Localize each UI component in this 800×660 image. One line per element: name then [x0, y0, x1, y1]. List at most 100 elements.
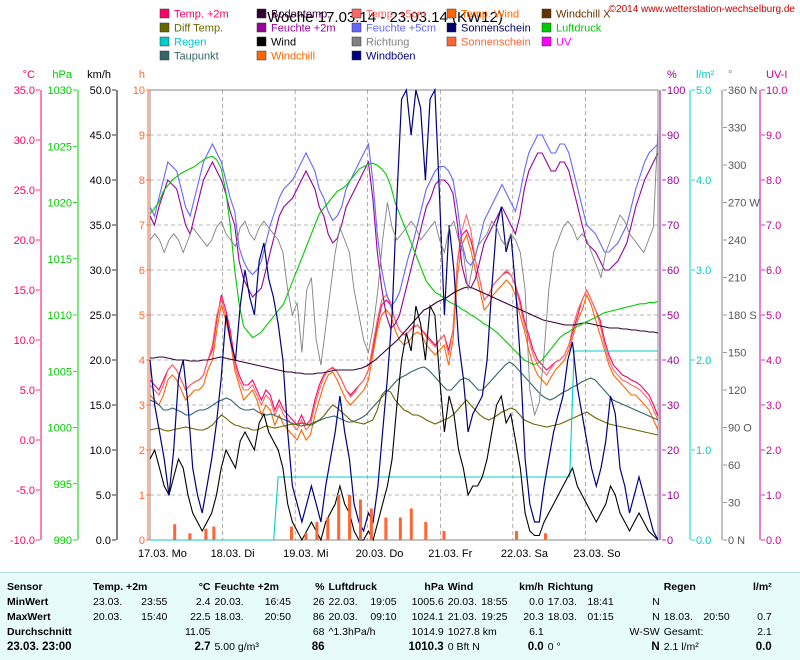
y-tick-label: 100	[667, 85, 685, 97]
x-tick-label: 23.03. So	[573, 548, 620, 560]
legend-label: Taupunkt	[174, 51, 219, 63]
y-tick-label: 25.0	[14, 185, 35, 197]
cell-date: 22.03.	[328, 595, 358, 608]
series-line	[149, 155, 659, 366]
y-tick-label: 0.0	[696, 535, 711, 547]
y-tick-label: 995	[54, 479, 72, 491]
x-tick-label: 20.03. Do	[356, 548, 404, 560]
y-tick-label: 90 O	[728, 423, 752, 435]
cell-time: 18:41	[587, 595, 614, 608]
legend-label: Regen	[174, 37, 206, 49]
legend-label: Feuchte +2m	[271, 23, 336, 35]
axis-unit-label: %	[667, 69, 677, 81]
sunshine-bar	[304, 533, 308, 540]
cell-time: 19:05	[370, 595, 397, 608]
y-tick-label: 1	[139, 490, 145, 502]
y-tick-label: 20.0	[14, 235, 35, 247]
y-tick-label: 3	[139, 400, 145, 412]
sunshine-bar	[173, 524, 177, 540]
cell-time: 18:55	[481, 595, 508, 608]
legend-label: Temp. +2m	[174, 9, 229, 21]
legend-label: UV	[556, 37, 572, 49]
y-tick-label: 270 W	[728, 198, 760, 210]
cell-value: 2.1	[757, 625, 772, 638]
legend-label: Sonnenschein	[461, 23, 531, 35]
legend-swatch	[446, 36, 457, 47]
cell-date: 20.03.	[93, 610, 123, 623]
cell-info: 5.00 g/m³	[214, 640, 259, 653]
y-tick-label: 8.0	[766, 175, 781, 187]
legend-label: Windchill	[271, 51, 315, 63]
y-tick-label: 0	[667, 535, 673, 547]
stats-row-min: MinWert 23.03. 23:55 2.4 20.03. 16:45 26…	[5, 594, 774, 609]
sunshine-bar	[544, 533, 548, 540]
y-tick-label: 15.0	[14, 285, 35, 297]
row-label: MinWert	[7, 595, 49, 608]
legend-swatch	[159, 36, 170, 47]
stats-row-max: MaxWert 20.03. 15:40 22.5 18.03. 20:50 8…	[5, 609, 774, 624]
y-tick-label: 300	[728, 160, 746, 172]
y-tick-label: 0.0	[766, 535, 781, 547]
legend-swatch	[159, 22, 170, 33]
y-tick-label: 3.0	[766, 400, 781, 412]
cell-value: 0.0	[529, 595, 544, 608]
y-tick-label: 1.0	[696, 445, 711, 457]
legend-label: Temp. Wind	[461, 9, 519, 21]
cell-value: 2.4	[195, 595, 211, 608]
y-tick-label: 1010	[48, 310, 72, 322]
x-tick-label: 19.03. Mi	[283, 548, 328, 560]
sunshine-bar	[337, 495, 341, 540]
cell-time: 23:55	[141, 595, 168, 608]
axis-unit-label: l/m²	[696, 69, 715, 81]
cell-value: 2.7	[194, 640, 211, 653]
y-tick-label: 0 N	[728, 535, 745, 547]
cell-time: 20:50	[703, 610, 730, 623]
y-tick-label: 1005	[48, 366, 72, 378]
y-tick-label: 990	[54, 535, 72, 547]
x-tick-label: 17.03. Mo	[138, 548, 187, 560]
cell-value: 0.0	[527, 640, 544, 653]
x-tick-label: 21.03. Fr	[428, 548, 472, 560]
legend-swatch	[256, 50, 267, 61]
legend-label: Richtung	[366, 37, 409, 49]
y-tick-label: 50.0	[90, 85, 111, 97]
legend-swatch	[159, 50, 170, 61]
header-feuchte-unit: %	[315, 580, 325, 593]
cell-value: 86	[312, 610, 325, 623]
y-tick-label: 180 S	[728, 310, 757, 322]
sunshine-bar	[204, 528, 208, 540]
y-tick-label: 8	[139, 175, 145, 187]
header-luft-unit: hPa	[424, 580, 444, 593]
legend-swatch	[256, 22, 267, 33]
sunshine-bar	[442, 531, 446, 540]
y-tick-label: 10.0	[14, 335, 35, 347]
series-line	[149, 389, 659, 436]
y-tick-label: 80	[667, 175, 679, 187]
cell-value: 11.05	[185, 625, 211, 638]
sunshine-bar	[348, 495, 352, 540]
y-tick-label: 10.0	[766, 85, 787, 97]
y-tick-label: 5	[139, 310, 145, 322]
y-tick-label: 10	[133, 85, 145, 97]
sunshine-bar	[326, 517, 330, 540]
legend-swatch	[351, 50, 362, 61]
y-tick-label: 30.0	[90, 265, 111, 277]
cell-value: W-SW	[629, 625, 660, 638]
legend-swatch	[351, 22, 362, 33]
y-tick-label: 1015	[48, 254, 72, 266]
cell-date: 21.03.	[447, 610, 477, 623]
header-wind-unit: km/h	[519, 580, 544, 593]
y-tick-label: 45.0	[90, 130, 111, 142]
series-line	[150, 286, 659, 375]
cell-info: Gesamt:	[663, 625, 704, 638]
y-tick-label: 30	[728, 498, 740, 510]
sunshine-bar	[384, 517, 388, 540]
y-tick-label: 9.0	[766, 130, 781, 142]
sunshine-bar	[188, 533, 192, 540]
y-tick-label: 0.0	[20, 435, 35, 447]
y-tick-label: 60	[728, 460, 740, 472]
cell-info: 0 °	[547, 640, 561, 653]
header-richtung: Richtung	[547, 580, 594, 593]
y-tick-label: 0.0	[96, 535, 111, 547]
y-tick-label: 10.0	[90, 445, 111, 457]
